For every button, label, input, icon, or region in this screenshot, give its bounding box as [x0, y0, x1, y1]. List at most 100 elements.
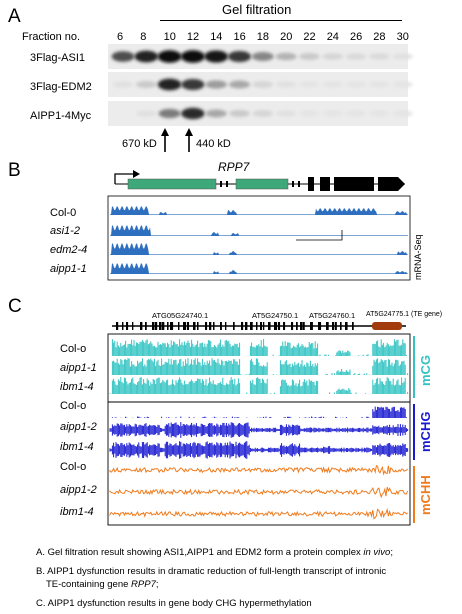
- annotation-tick: [197, 322, 199, 330]
- annotation-tick: [318, 322, 322, 330]
- gene-tick: [220, 181, 222, 187]
- coverage-track: [110, 225, 408, 236]
- blot-band: [157, 50, 182, 63]
- blot-band: [136, 81, 157, 88]
- methylation-signal: [109, 486, 409, 499]
- blot-band: [392, 53, 413, 60]
- track-frame: [107, 195, 411, 281]
- gene-model: [107, 170, 411, 281]
- blot-band: [345, 81, 367, 88]
- blot-band: [252, 110, 273, 117]
- annotation-tick: [178, 322, 180, 330]
- gene-name-4: AT5G24775.1 (TE gene): [366, 311, 443, 318]
- gene-tick: [226, 181, 228, 187]
- blot-band: [322, 53, 343, 60]
- annotation-tick: [122, 322, 124, 330]
- blot-band: [228, 80, 251, 89]
- annotation-tick: [352, 322, 354, 330]
- annotation-tick: [303, 322, 305, 330]
- blot-band: [180, 50, 205, 63]
- methylation-signal: [109, 507, 408, 520]
- annotation-tick: [209, 322, 212, 330]
- coverage-track: [110, 206, 408, 215]
- blot-band: [157, 78, 182, 91]
- blot-band: [392, 110, 413, 117]
- fraction-number: 30: [396, 31, 409, 43]
- legend-b-cont: TE-containing gene RPP7;: [46, 579, 159, 590]
- gene-name-1: ATG05G24740.1: [152, 311, 209, 320]
- fraction-number: 12: [186, 31, 200, 43]
- legend-b: B. AIPP1 dysfunction results in dramatic…: [36, 566, 387, 577]
- annotation-tick: [205, 322, 208, 330]
- mchh-label-3: ibm1-4: [60, 506, 94, 518]
- coverage-track: [110, 243, 408, 255]
- blot-label-asi1: 3Flag-ASI1: [30, 52, 86, 64]
- blot-label-edm2: 3Flag-EDM2: [30, 81, 92, 93]
- fraction-number: 14: [210, 31, 223, 43]
- methylation-frame: [107, 333, 411, 526]
- te-block: [334, 177, 374, 191]
- fraction-number: 22: [303, 31, 316, 43]
- annotation-tick: [345, 322, 348, 330]
- arrow-440-head: [185, 128, 193, 136]
- blot-band: [158, 108, 181, 119]
- mcg-label-3: ibm1-4: [60, 381, 94, 393]
- fraction-number: 8: [140, 31, 147, 43]
- gene-name-2: AT5G24750.1: [252, 311, 299, 320]
- mchg-label-1: Col-o: [60, 400, 87, 412]
- blot-band: [205, 109, 227, 118]
- fraction-number: 16: [233, 31, 246, 43]
- annotation-tick: [278, 322, 281, 330]
- blot-band: [252, 81, 273, 88]
- annotation-tick: [283, 322, 286, 330]
- methylation-signal: [109, 464, 408, 476]
- annotation-tick: [140, 322, 143, 330]
- mchh-side-label: mCHH: [418, 475, 433, 515]
- gene-tick: [298, 181, 300, 187]
- blot-band: [276, 81, 297, 88]
- annotation-tick: [220, 322, 222, 330]
- blot-band: [229, 110, 250, 117]
- blot-band: [112, 81, 134, 88]
- annotation-tick: [187, 322, 190, 330]
- fraction-number: 28: [373, 31, 386, 43]
- annotation-tick: [183, 322, 187, 330]
- gene-tick: [292, 181, 294, 187]
- annotation-tick: [256, 322, 258, 330]
- blot-band: [322, 81, 343, 88]
- track-label-aipp1-1: aipp1-1: [50, 263, 87, 275]
- annotation-tick: [159, 322, 162, 330]
- annotation-tick: [310, 322, 313, 330]
- legend-c: C. AIPP1 dysfunction results in gene bod…: [36, 598, 312, 609]
- blot-band: [227, 50, 252, 63]
- blot-band: [299, 110, 320, 117]
- blot-band: [276, 110, 297, 117]
- gene-name-3: AT5G24760.1: [309, 311, 356, 320]
- annotation-tick: [274, 322, 278, 330]
- blot-band: [205, 80, 227, 89]
- annotation-tick: [213, 322, 215, 330]
- methylation-signal: [109, 441, 409, 459]
- blot-band: [369, 110, 390, 117]
- methylation-signal: [111, 339, 407, 356]
- fraction-number: 24: [326, 31, 339, 43]
- annotation-tick: [340, 322, 342, 330]
- annotation-tick: [155, 322, 158, 330]
- annotation-tick: [167, 322, 169, 330]
- track-label-edm2-4: edm2-4: [50, 244, 88, 256]
- annotation-tick: [245, 322, 248, 330]
- exon-box: [235, 178, 289, 190]
- gel-title-underline: [160, 20, 402, 21]
- track-label-col0: Col-0: [50, 207, 77, 219]
- fraction-number: 18: [256, 31, 270, 43]
- blot-band: [299, 81, 320, 88]
- figure-legend: A. Gel filtration result showing ASI1,AI…: [36, 546, 456, 610]
- blot-band: [111, 51, 135, 62]
- annotation-tick: [241, 322, 244, 330]
- methylation-signal: [109, 422, 409, 438]
- te-block: [308, 177, 314, 191]
- annotation-tick: [170, 322, 174, 330]
- fraction-numbers: 6 8 10 12 14 16 18 20 22 24 26 28 30: [110, 31, 410, 45]
- coverage-track: [110, 263, 408, 274]
